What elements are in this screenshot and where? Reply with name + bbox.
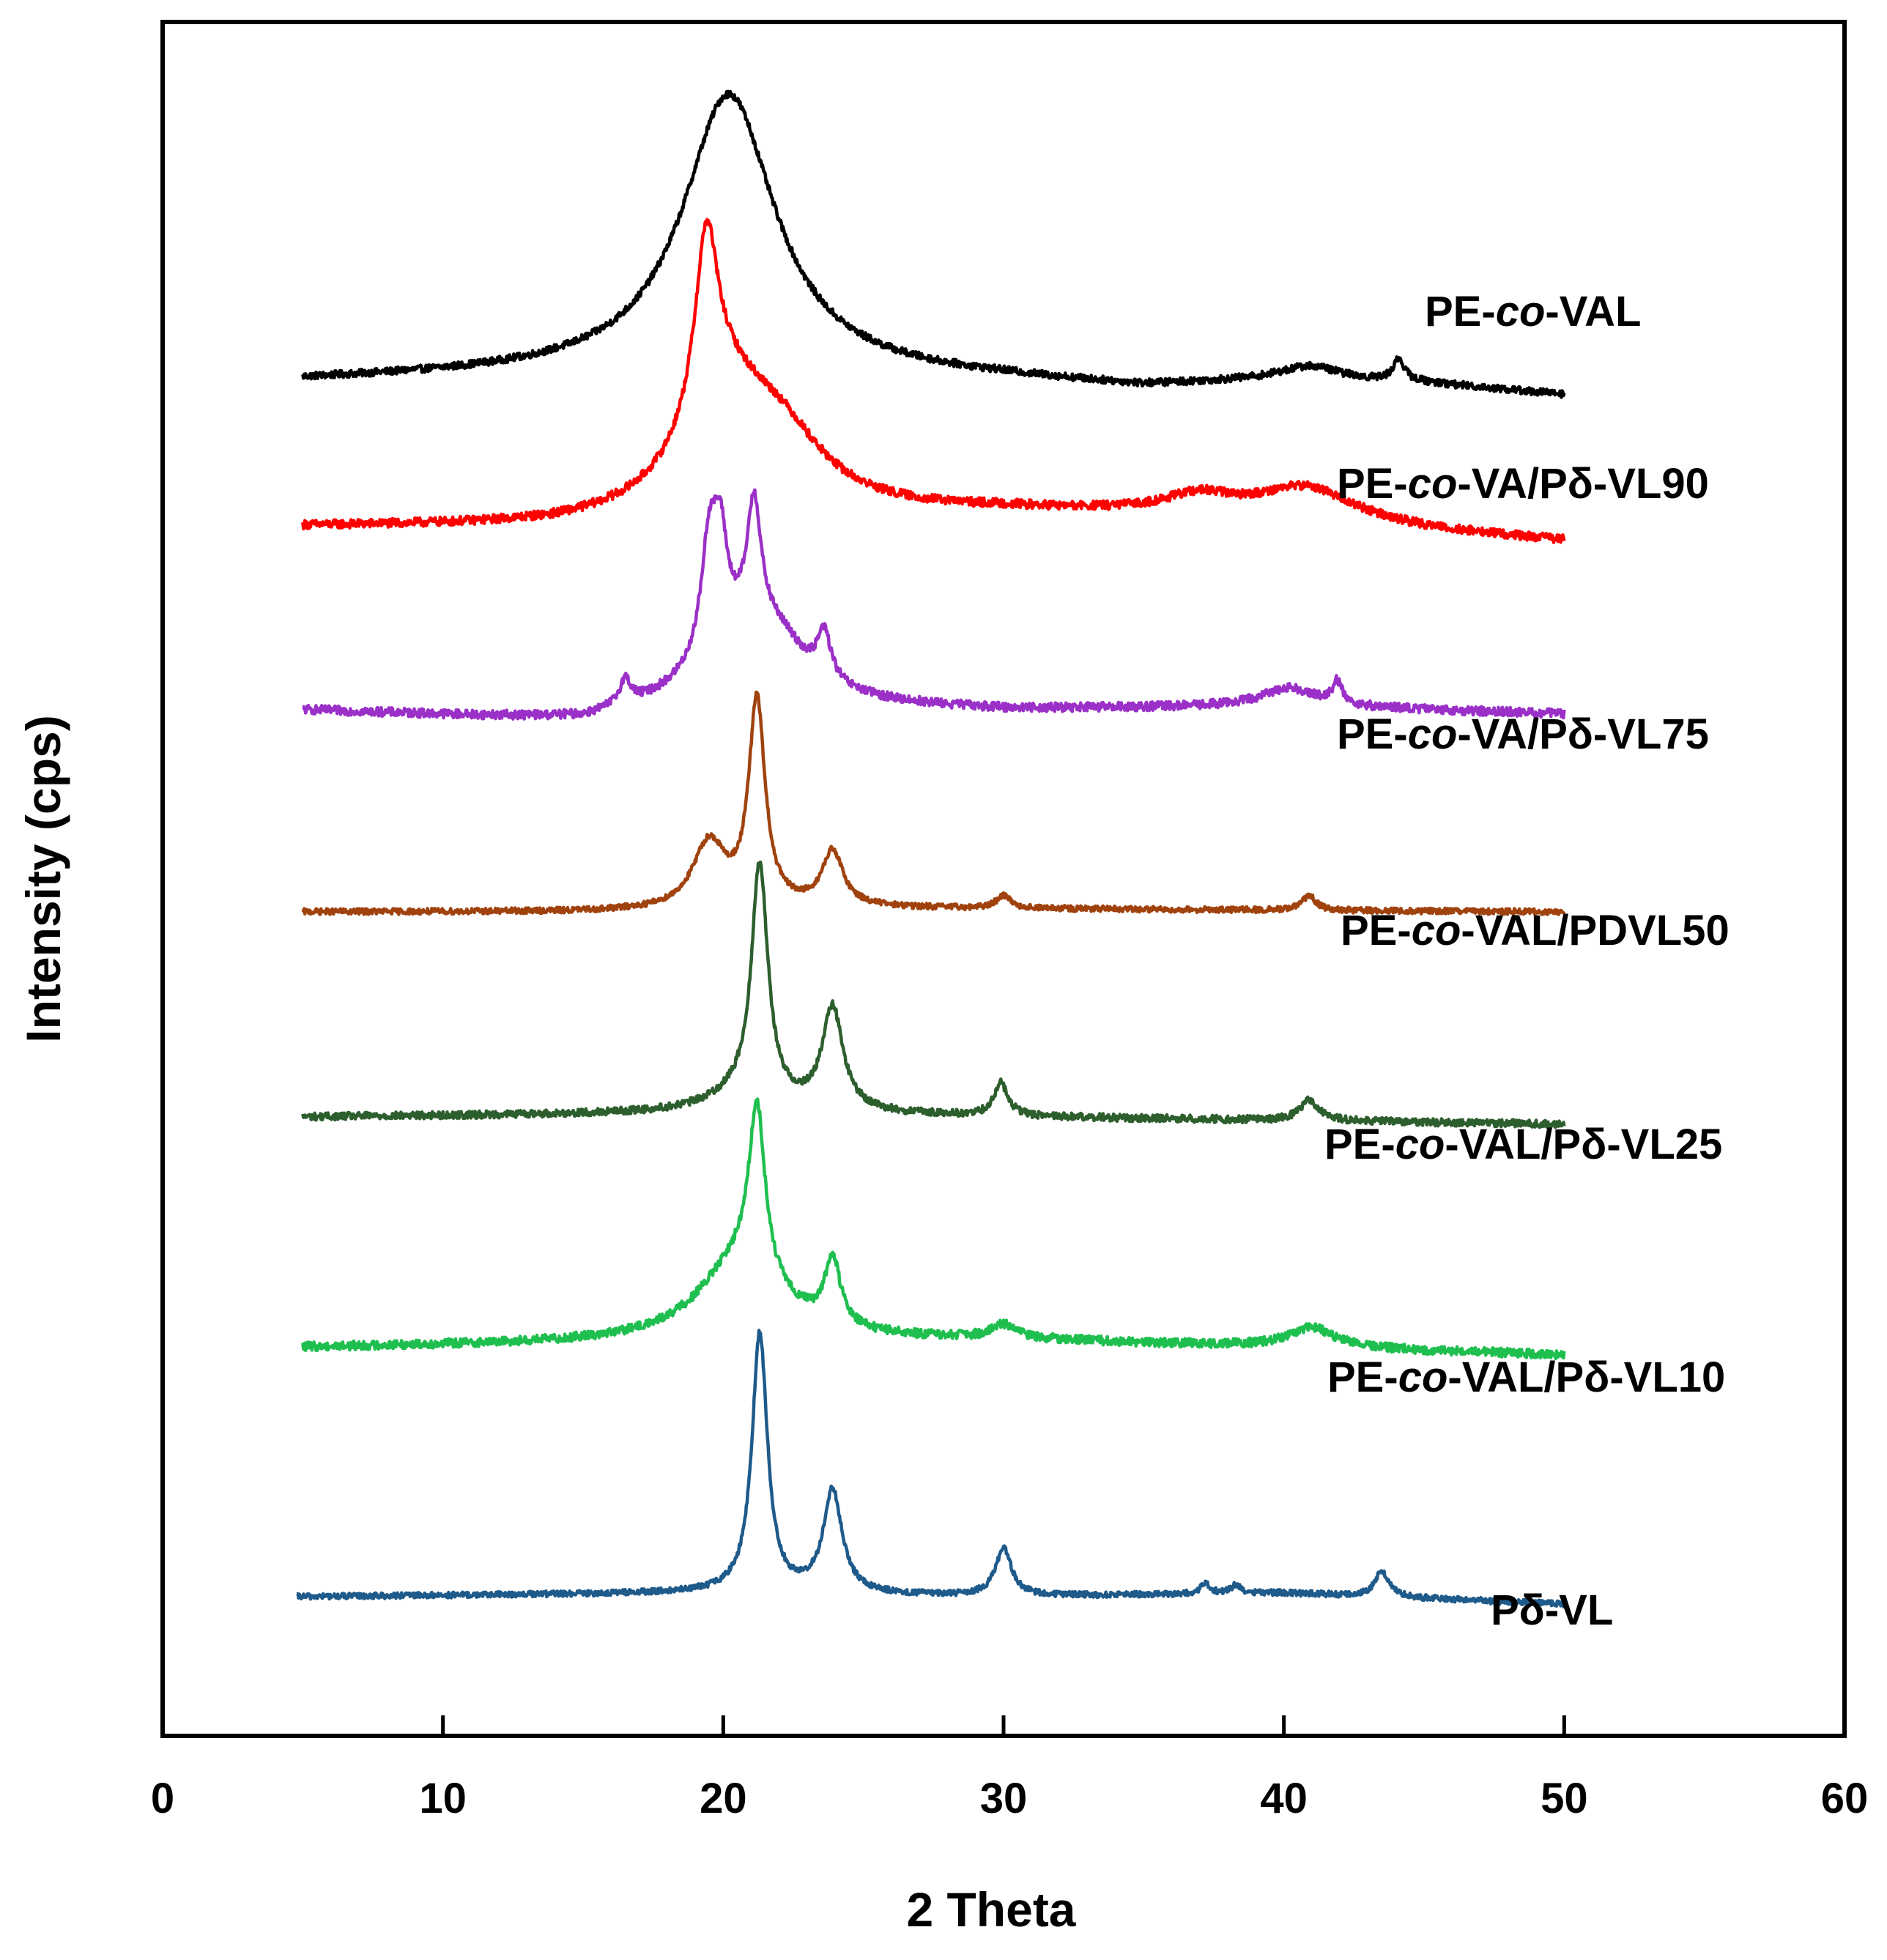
series-line bbox=[301, 690, 1566, 916]
x-tick-label: 30 bbox=[980, 1775, 1028, 1822]
x-axis-title: 2 Theta bbox=[906, 1882, 1076, 1937]
series-line bbox=[302, 488, 1566, 721]
series-label: PE-co-VAL/Pδ-VL25 bbox=[1324, 1121, 1722, 1168]
series-label: PE-co-VAL/PDVL50 bbox=[1341, 907, 1730, 954]
x-ticks: 0 10 20 30 40 50 60 bbox=[151, 1715, 1868, 1822]
series-labels: PE-co-VAL PE-co-VA/Pδ-VL90 PE-co-VA/Pδ-VL7… bbox=[1324, 288, 1730, 1634]
x-tick-label: 0 bbox=[151, 1775, 174, 1822]
xrd-traces bbox=[296, 89, 1566, 1609]
series-line bbox=[301, 860, 1566, 1129]
plot-area-frame bbox=[160, 20, 1847, 1738]
series-label: Pδ-VL bbox=[1491, 1586, 1613, 1634]
x-tick-label: 20 bbox=[700, 1775, 747, 1822]
series-label: PE-co-VA/Pδ-VL75 bbox=[1337, 710, 1709, 758]
series-line bbox=[301, 1097, 1566, 1361]
series-label: PE-co-VA/Pδ-VL90 bbox=[1337, 460, 1709, 508]
series-label: PE-co-VAL/Pδ-VL10 bbox=[1327, 1354, 1725, 1401]
series-line bbox=[296, 1329, 1566, 1609]
y-axis-title: Intensity (cps) bbox=[16, 715, 70, 1042]
x-tick-label: 40 bbox=[1260, 1775, 1308, 1822]
series-label: PE-co-VAL bbox=[1425, 288, 1641, 335]
x-tick-label: 10 bbox=[419, 1775, 467, 1822]
x-tick-label: 50 bbox=[1541, 1775, 1588, 1822]
series-line bbox=[301, 218, 1566, 544]
series-line bbox=[301, 89, 1566, 399]
x-tick-label: 60 bbox=[1821, 1775, 1869, 1822]
